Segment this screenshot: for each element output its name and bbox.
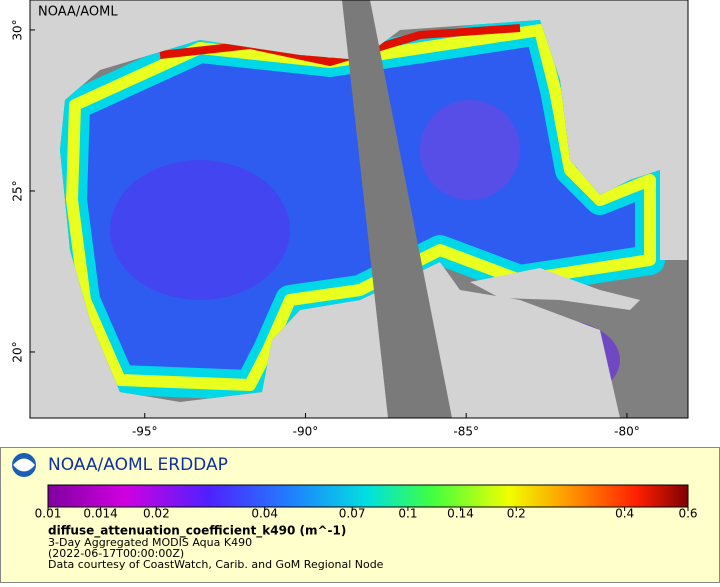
info-line: (2022-06-17T00:00:00Z)	[48, 547, 184, 560]
watermark: NOAA/AOML	[38, 5, 118, 20]
legend-title: NOAA/AOML ERDDAP	[48, 455, 228, 475]
x-tick-label: -80°	[614, 425, 640, 439]
colorbar-tick-label: 0.2	[507, 507, 526, 521]
info-line: Data courtesy of CoastWatch, Carib. and …	[48, 558, 384, 571]
y-tick-label: 20°	[11, 341, 25, 362]
noaa-logo-bird	[13, 458, 35, 472]
cuba	[470, 268, 640, 310]
colorbar-tick-label: 0.1	[398, 507, 417, 521]
variable-name: diffuse_attenuation_coefficient_k490 (m^…	[48, 524, 346, 539]
legend-box	[0, 447, 720, 583]
x-tick-label: -95°	[132, 425, 158, 439]
x-tick-label: -85°	[453, 425, 479, 439]
map-frame	[29, 0, 689, 419]
colorbar-tick-label: 0.01	[35, 507, 62, 521]
colorbar-tick-label: 0.07	[339, 507, 366, 521]
y-tick-label: 30°	[11, 19, 25, 40]
colorbar	[47, 484, 689, 508]
colorbar-tick-label: 0.014	[83, 507, 117, 521]
y-tick-label: 25°	[11, 180, 25, 201]
colorbar-tick-label: 0.04	[251, 507, 278, 521]
colorbar-tick-label: 0.4	[615, 507, 634, 521]
colorbar-tick-label: 0.14	[447, 507, 474, 521]
data-gap	[342, 0, 452, 418]
x-tick-label: -90°	[293, 425, 319, 439]
map-area: NOAA/AOML	[30, 0, 688, 418]
info-line: 3-Day Aggregated MODIS Aqua K490	[48, 536, 252, 549]
colorbar-tick-label: 0.6	[678, 507, 697, 521]
colorbar-tick-label: 0.02	[143, 507, 170, 521]
